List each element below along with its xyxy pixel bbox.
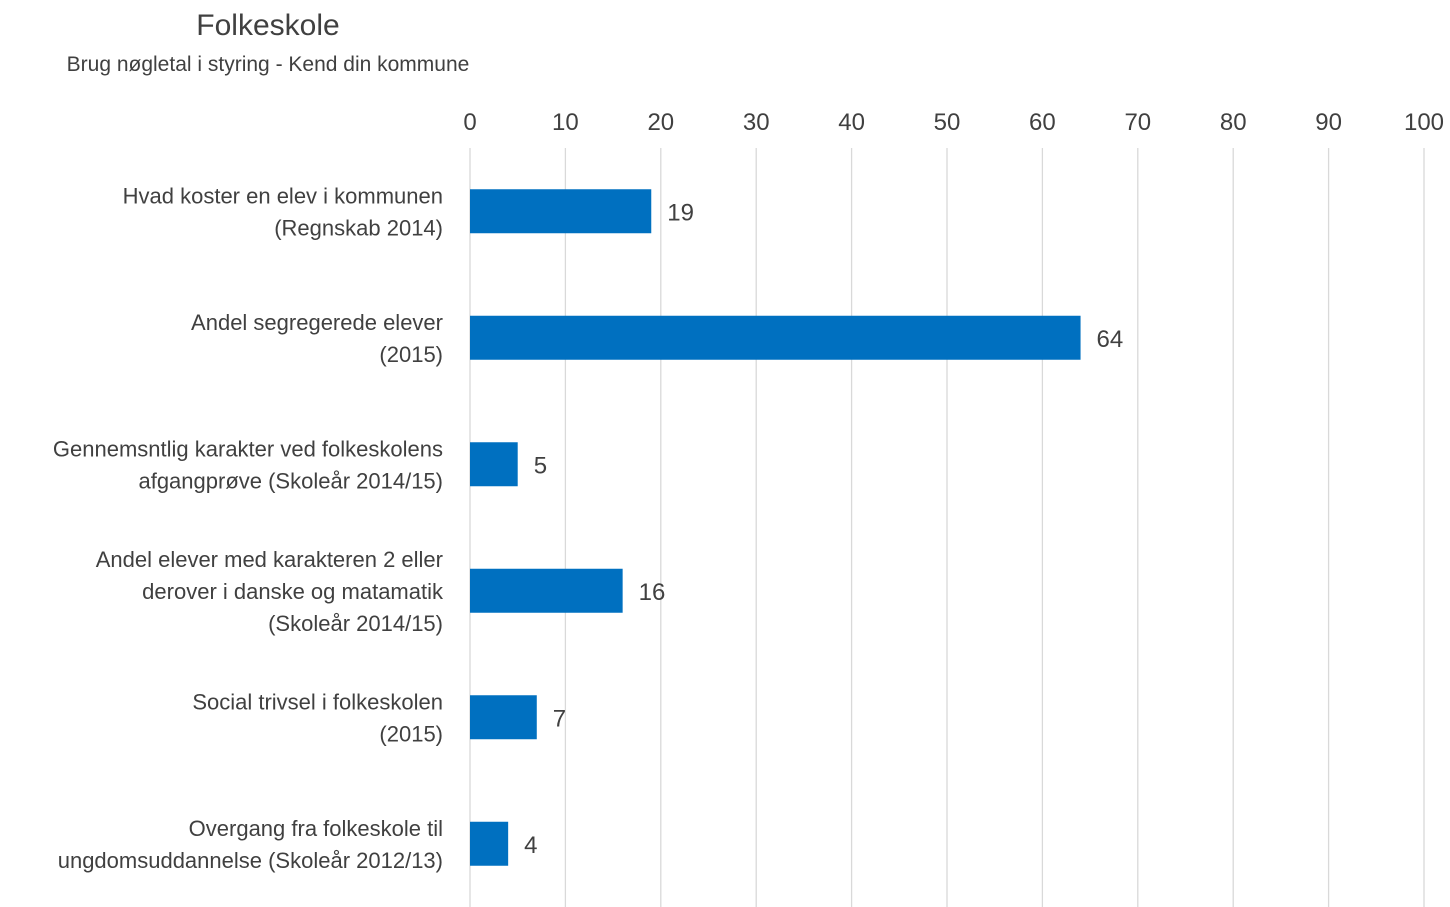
x-tick-label: 40	[838, 109, 865, 136]
data-label: 64	[1097, 326, 1124, 353]
bar	[470, 568, 623, 613]
category-label-line: Hvad koster en elev i kommunen	[123, 183, 443, 208]
category-label-line: derover i danske og matamatik	[142, 579, 444, 604]
category-label: Gennemsntlig karakter ved folkeskolens af…	[53, 436, 443, 493]
x-tick-label: 60	[1029, 109, 1056, 136]
bars	[470, 189, 1081, 866]
x-axis-ticks: 0 10 20 30 40 50 60 70 80 90 100	[463, 109, 1444, 136]
category-label: Andel segregerede elever (2015)	[191, 310, 443, 367]
x-tick-label: 70	[1124, 109, 1151, 136]
data-label: 7	[553, 705, 566, 732]
bar	[470, 189, 652, 234]
category-label-line: Gennemsntlig karakter ved folkeskolens	[53, 436, 443, 461]
bar	[470, 315, 1081, 360]
x-tick-label: 50	[934, 109, 961, 136]
data-label: 5	[534, 452, 547, 479]
data-label: 16	[639, 579, 666, 606]
category-label-line: Andel segregerede elever	[191, 310, 443, 335]
category-label-line: (Skoleår 2014/15)	[268, 611, 443, 636]
category-label-line: Social trivsel i folkeskolen	[192, 689, 443, 714]
data-label: 4	[524, 832, 537, 859]
x-tick-label: 90	[1315, 109, 1342, 136]
category-label-line: afgangprøve (Skoleår 2014/15)	[138, 468, 443, 493]
bar	[470, 695, 537, 740]
category-labels: Hvad koster en elev i kommunen (Regnskab …	[53, 183, 444, 873]
x-tick-label: 80	[1220, 109, 1247, 136]
category-label-line: ungdomsuddannelse (Skoleår 2012/13)	[58, 848, 443, 873]
bar	[470, 442, 518, 487]
category-label: Hvad koster en elev i kommunen (Regnskab …	[123, 183, 443, 240]
x-tick-label: 0	[463, 109, 476, 136]
category-label-line: (2015)	[379, 342, 443, 367]
data-label: 19	[667, 199, 694, 226]
x-tick-label: 30	[743, 109, 770, 136]
category-label-line: (Regnskab 2014)	[274, 215, 443, 240]
category-label: Social trivsel i folkeskolen (2015)	[192, 689, 443, 746]
gridlines	[469, 148, 1425, 907]
x-tick-label: 100	[1404, 109, 1444, 136]
data-labels: 19 64 5 16 7 4	[524, 199, 1123, 859]
x-tick-label: 10	[552, 109, 579, 136]
x-tick-label: 20	[647, 109, 674, 136]
chart-subtitle: Brug nøgletal i styring - Kend din kommu…	[67, 53, 470, 76]
category-label-line: Andel elever med karakteren 2 eller	[96, 547, 443, 572]
category-label: Overgang fra folkeskole til ungdomsuddann…	[58, 816, 443, 873]
category-label: Andel elever med karakteren 2 eller derov…	[96, 547, 444, 636]
bar	[470, 821, 509, 866]
category-label-line: Overgang fra folkeskole til	[189, 816, 443, 841]
chart-title: Folkeskole	[196, 9, 339, 42]
category-label-line: (2015)	[379, 721, 443, 746]
